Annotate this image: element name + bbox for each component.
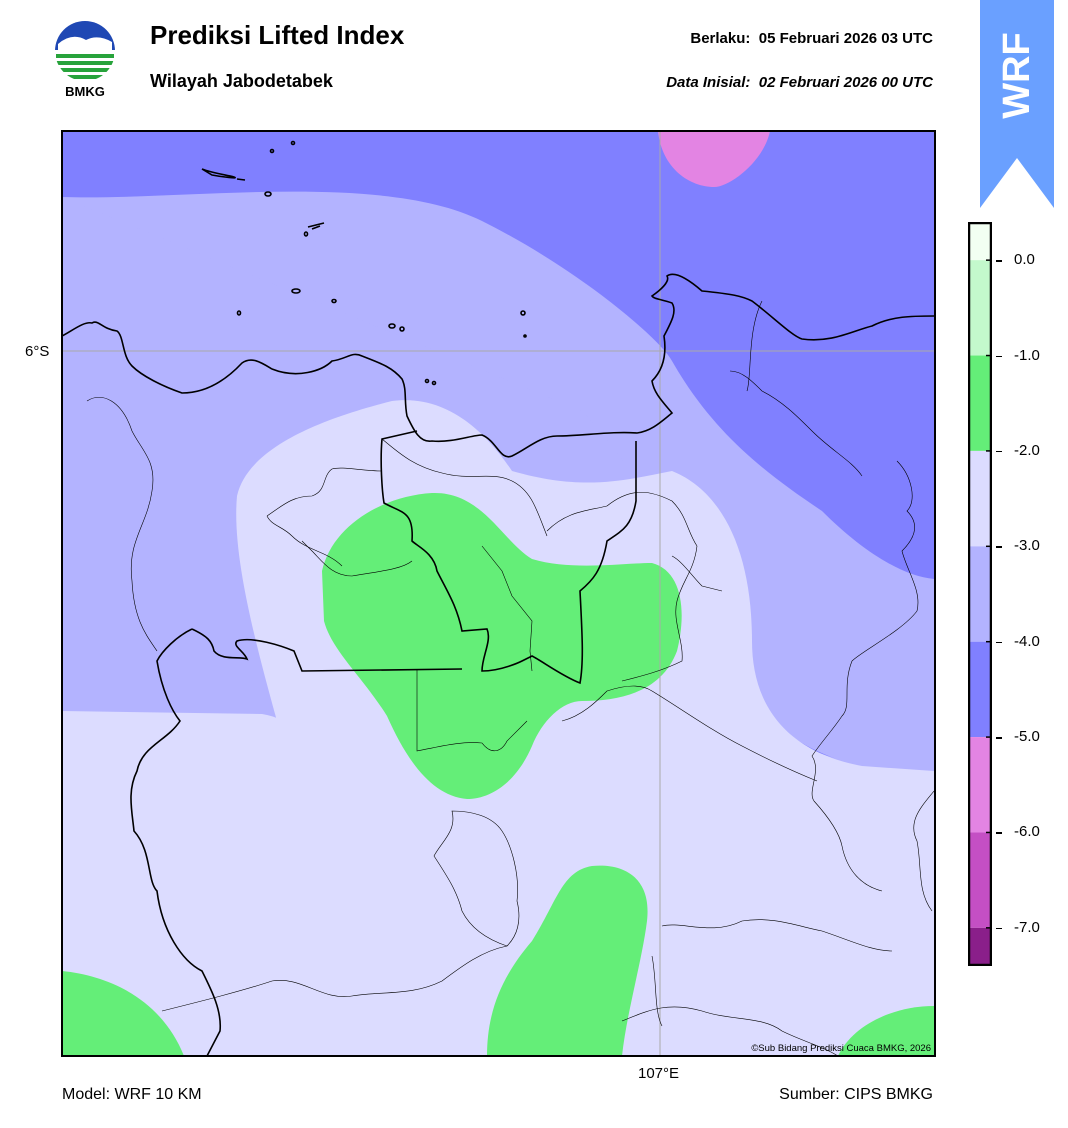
colorbar-segment [968,546,992,642]
colorbar-outer-tick [996,832,1002,834]
colorbar-segment [968,450,992,547]
colorbar-outer-tick [996,260,1002,262]
init-label: Data Inisial: [666,74,751,91]
colorbar [968,222,992,966]
colorbar-tick-label: -6.0 [1014,823,1040,841]
wrf-badge-label-wrap: WRF [980,0,1054,150]
valid-time: Berlaku: 05 Februari 2026 03 UTC [690,30,933,47]
colorbar-segment [968,355,992,451]
colorbar-segment [968,737,992,833]
colorbar-outer-tick [996,737,1002,739]
source-label: Sumber: CIPS BMKG [779,1086,933,1103]
colorbar-segment [968,641,992,738]
colorbar-frame [968,222,992,966]
province-boundary [380,430,637,685]
colorbar-tick-label: -2.0 [1014,441,1040,459]
colorbar-segment [968,832,992,928]
wrf-badge [980,0,1054,208]
colorbar-outer-tick [996,641,1002,644]
coastline [62,273,934,458]
province-boundary-west [130,628,222,1056]
bmkg-emblem-icon [55,21,115,81]
colorbar-segment [968,927,992,966]
field-1-2-se [838,1006,934,1056]
region-subtitle: Wilayah Jabodetabek [150,71,333,91]
model-label: Model: WRF 10 KM [62,1086,202,1103]
colorbar-tick-label: 0.0 [1014,251,1035,269]
colorbar-outer-tick [996,546,1002,548]
latitude-label: 6°S [25,343,50,360]
valid-value: 05 Februari 2026 03 UTC [758,30,933,47]
lifted-index-map [62,131,934,1056]
colorbar-outer-tick [996,927,1002,930]
bmkg-logo: BMKG [52,20,118,104]
page-title: Prediksi Lifted Index [150,20,405,50]
colorbar-tick-label: -1.0 [1014,346,1040,364]
colorbar-outer-tick [996,355,1002,358]
colorbar-tick-label: -3.0 [1014,537,1040,555]
field-1-2-south [487,865,648,1056]
map-credit: ©Sub Bidang Prediksi Cuaca BMKG, 2026 [751,1043,931,1054]
thousand-islands [201,140,527,386]
longitude-label: 107°E [638,1065,680,1082]
province-boundary-mid [191,628,463,672]
logo-label: BMKG [65,84,105,99]
regency-boundaries [86,300,934,1056]
colorbar-segment [968,222,992,261]
field-5-6 [658,131,770,187]
colorbar-segment [968,260,992,356]
wrf-badge-label: WRF [995,31,1038,119]
init-value: 02 Februari 2026 00 UTC [758,74,933,91]
init-time: Data Inisial: 02 Februari 2026 00 UTC [666,74,933,91]
colorbar-outer-tick [996,450,1002,453]
valid-label: Berlaku: [690,30,751,47]
colorbar-tick-label: -5.0 [1014,728,1040,746]
field-1-2-central [322,492,682,799]
field-1-2-sw [62,971,184,1056]
colorbar-tick-label: -4.0 [1014,632,1040,650]
colorbar-tick-label: -7.0 [1014,918,1040,936]
